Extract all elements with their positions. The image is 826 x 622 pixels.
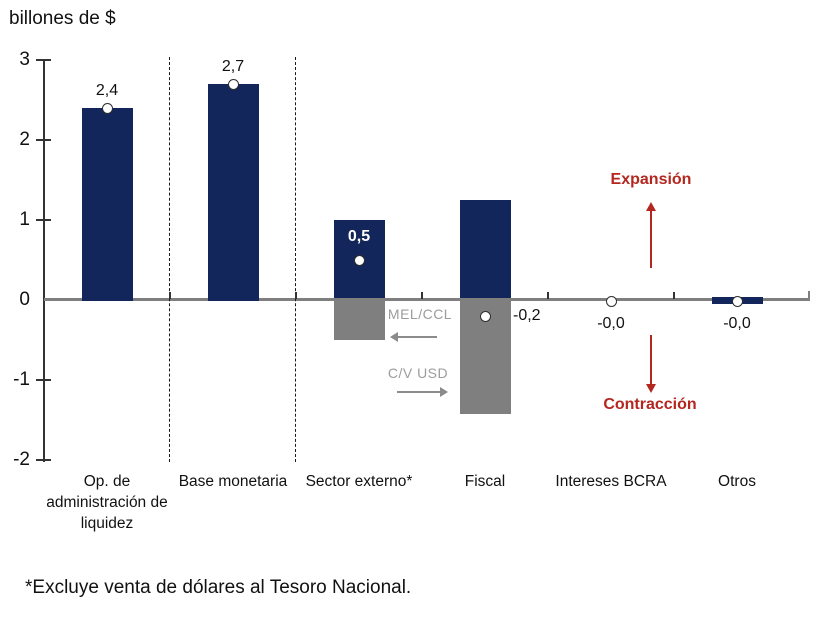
category-label: Sector externo* bbox=[305, 473, 413, 490]
down-arrow-icon bbox=[644, 335, 658, 393]
value-label: 2,4 bbox=[95, 82, 119, 99]
up-arrow-icon bbox=[644, 202, 658, 268]
mel-ccl-label: MEL/CCL bbox=[387, 306, 453, 322]
x-tick bbox=[169, 292, 171, 299]
bar-negative bbox=[333, 298, 385, 340]
x-tick bbox=[421, 292, 423, 299]
expansion-label: Expansión bbox=[610, 171, 692, 188]
y-tick bbox=[36, 59, 51, 61]
category-label: Base monetaria bbox=[178, 473, 288, 490]
value-label: 0,5 bbox=[347, 228, 371, 245]
contraction-label: Contracción bbox=[603, 396, 697, 413]
axis-end-tick bbox=[808, 291, 810, 301]
x-tick bbox=[673, 292, 675, 299]
category-label: Intereses BCRA bbox=[555, 473, 667, 490]
net-marker bbox=[605, 296, 617, 308]
y-tick-label: 2 bbox=[19, 129, 30, 150]
net-marker bbox=[479, 310, 491, 322]
net-marker bbox=[101, 102, 113, 114]
y-tick bbox=[36, 139, 51, 141]
separator-line bbox=[295, 57, 297, 462]
y-tick-label: 0 bbox=[19, 289, 30, 310]
zero-baseline bbox=[44, 298, 810, 301]
bar-positive bbox=[207, 84, 259, 301]
net-marker bbox=[227, 78, 239, 90]
x-tick bbox=[295, 292, 297, 299]
category-label: Op. de administración de liquidez bbox=[46, 473, 168, 532]
value-label: -0,2 bbox=[513, 307, 541, 324]
footnote: *Excluye venta de dólares al Tesoro Naci… bbox=[25, 577, 412, 598]
y-tick bbox=[36, 379, 51, 381]
y-tick-label: -1 bbox=[13, 369, 30, 390]
bar-positive bbox=[81, 108, 133, 301]
x-tick bbox=[547, 292, 549, 299]
value-label: 2,7 bbox=[221, 58, 245, 75]
y-tick bbox=[36, 459, 51, 461]
y-tick-label: -2 bbox=[13, 449, 30, 470]
bar-positive bbox=[459, 200, 511, 301]
value-label: -0,0 bbox=[597, 314, 625, 332]
y-tick-label: 3 bbox=[19, 49, 30, 70]
y-tick-label: 1 bbox=[19, 209, 30, 230]
value-label: -0,0 bbox=[723, 314, 751, 332]
net-marker bbox=[353, 254, 365, 266]
category-label: Fiscal bbox=[464, 473, 506, 490]
net-marker bbox=[731, 296, 743, 308]
right-arrow-icon bbox=[397, 387, 448, 397]
y-axis-line bbox=[43, 60, 45, 462]
axis-unit-title: billones de $ bbox=[9, 8, 116, 29]
y-tick bbox=[36, 219, 51, 221]
left-arrow-icon bbox=[390, 332, 438, 342]
cv-usd-label: C/V USD bbox=[387, 365, 449, 381]
category-label: Otros bbox=[718, 473, 756, 490]
separator-line bbox=[169, 57, 171, 462]
